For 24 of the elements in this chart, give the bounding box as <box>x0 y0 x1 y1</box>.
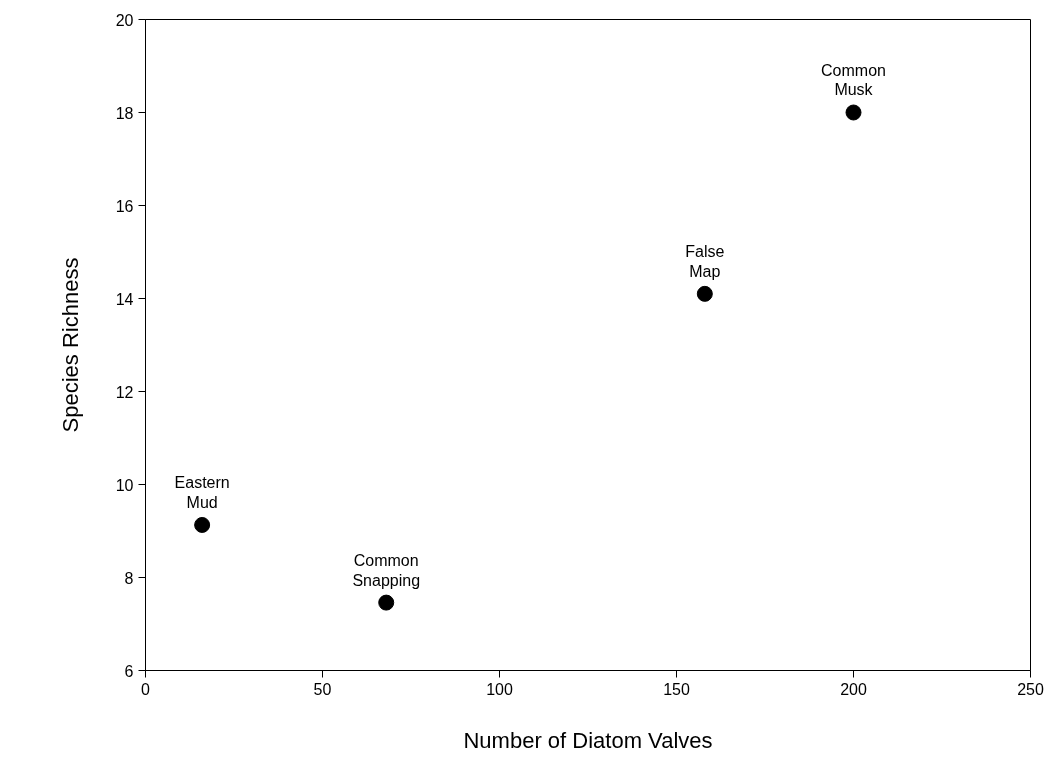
point <box>696 285 713 302</box>
annotation: Common Snapping <box>352 552 421 589</box>
x-tick-label: 150 <box>663 680 690 698</box>
y-tick-label: 18 <box>115 104 134 122</box>
y-tick-label: 14 <box>115 290 134 308</box>
y-tick-label: 12 <box>115 383 134 401</box>
x-tick-label: 100 <box>486 680 513 698</box>
x-tick-label: 200 <box>840 680 867 698</box>
y-tick-label: 16 <box>115 197 134 215</box>
x-tick-label: 50 <box>313 680 332 698</box>
x-tick-label: 250 <box>1017 680 1044 698</box>
point <box>378 594 395 611</box>
y-tick-label: 20 <box>115 11 134 29</box>
y-tick-label: 8 <box>124 569 134 587</box>
y-tick-label: 10 <box>115 476 134 494</box>
annotation: Eastern Mud <box>174 474 230 511</box>
point <box>845 104 862 121</box>
y-tick-label: 6 <box>124 662 134 680</box>
x-tick-label: 0 <box>141 680 151 698</box>
x-axis-title: Number of Diatom Valves <box>463 727 713 753</box>
annotation: Common Musk <box>821 61 886 99</box>
y-axis-title: Species Richness <box>57 257 83 433</box>
annotation: False Map <box>685 243 725 280</box>
point <box>194 516 211 533</box>
